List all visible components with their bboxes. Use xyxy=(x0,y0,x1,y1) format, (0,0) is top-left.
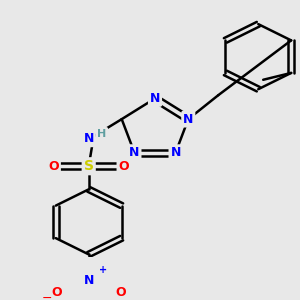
Text: N: N xyxy=(170,146,181,159)
Text: N: N xyxy=(183,113,194,126)
Text: S: S xyxy=(84,159,94,173)
Text: −: − xyxy=(41,292,52,300)
Text: O: O xyxy=(51,286,62,299)
Text: O: O xyxy=(116,286,126,299)
Text: N: N xyxy=(150,92,160,105)
Text: N: N xyxy=(83,132,94,145)
Text: N: N xyxy=(129,146,140,159)
Text: O: O xyxy=(118,160,129,173)
Text: +: + xyxy=(99,265,107,275)
Text: H: H xyxy=(97,129,106,139)
Text: O: O xyxy=(48,160,59,173)
Text: N: N xyxy=(83,274,94,286)
